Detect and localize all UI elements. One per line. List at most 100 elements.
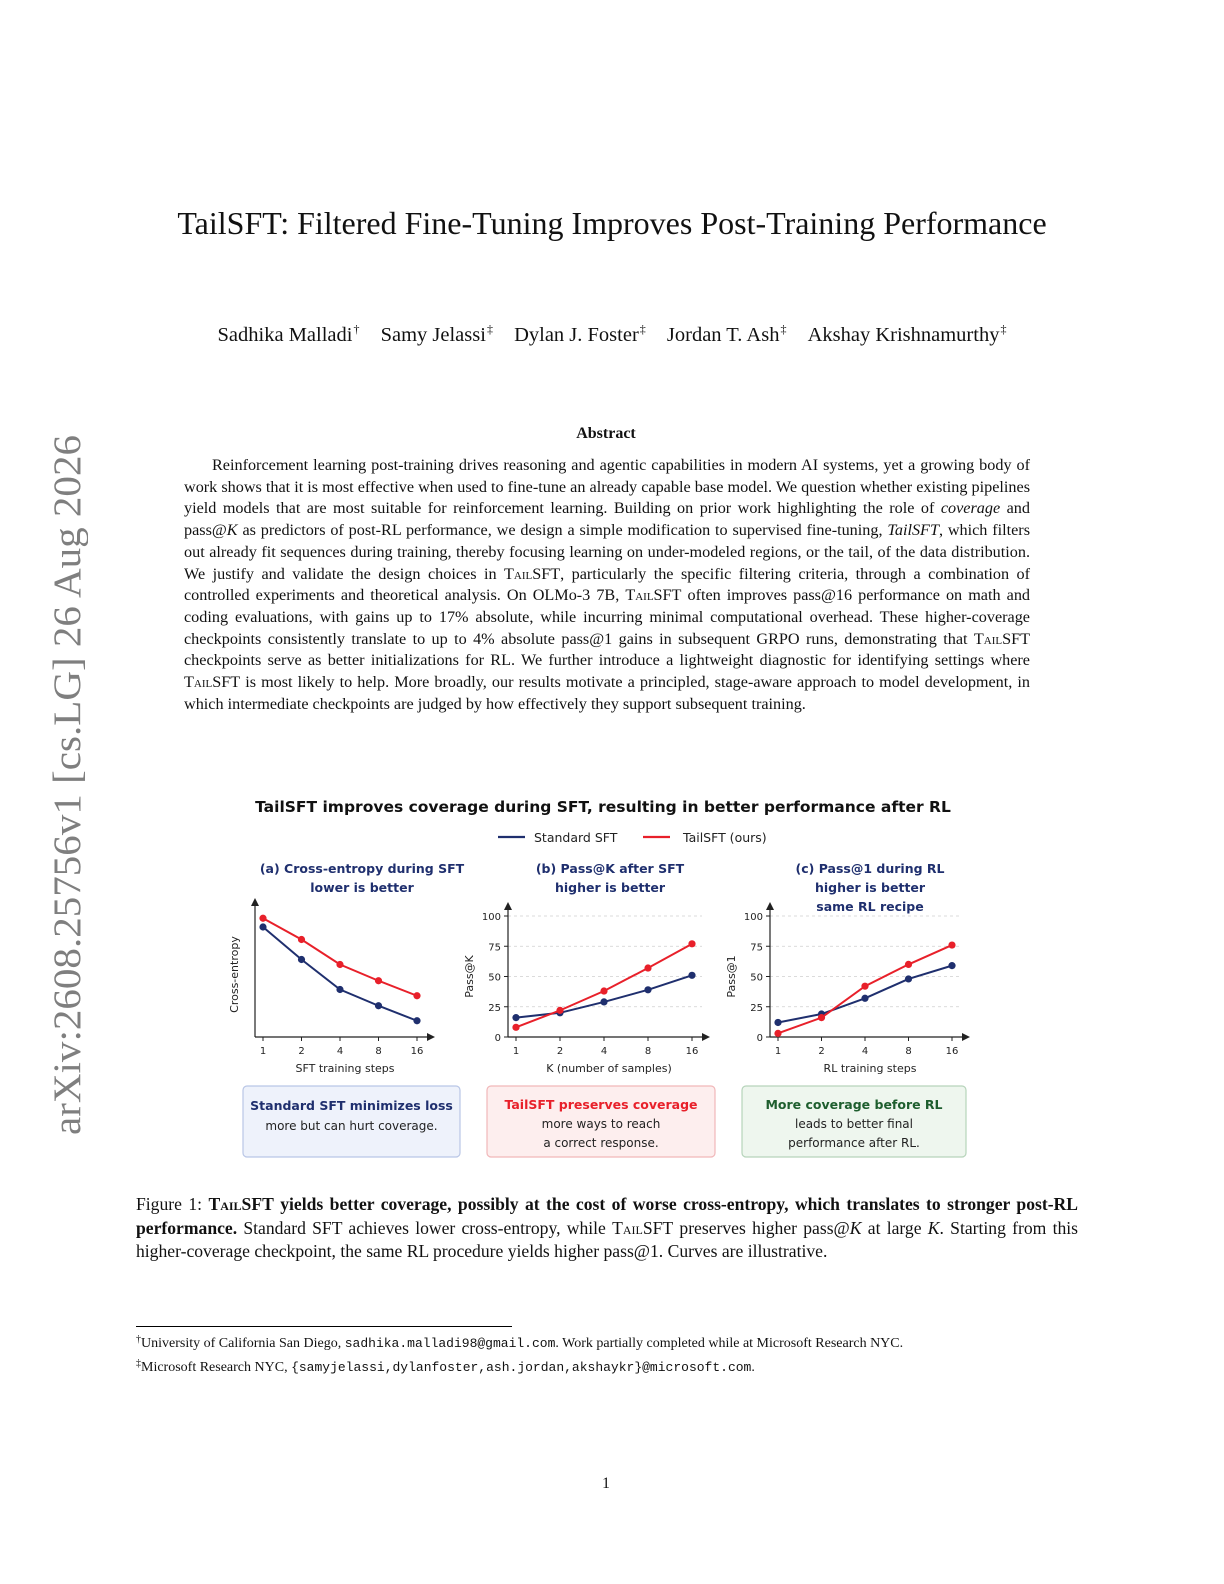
- x-tick-label: 2: [298, 1046, 304, 1057]
- author-name: Akshay Krishnamurthy: [807, 324, 1000, 346]
- footnote-1: †University of California San Diego, sad…: [136, 1330, 1096, 1354]
- x-axis-label: SFT training steps: [296, 1062, 395, 1075]
- data-point: [413, 992, 421, 1000]
- footnote-text: University of California San Diego,: [141, 1336, 345, 1351]
- author: Akshay Krishnamurthy‡: [807, 322, 1007, 346]
- x-axis-label: RL training steps: [824, 1062, 917, 1075]
- data-point: [644, 964, 652, 972]
- y-tick-label: 0: [495, 1033, 501, 1044]
- data-point: [556, 1006, 564, 1014]
- method-name: TailSFT: [887, 521, 939, 540]
- y-axis-arrow: [766, 902, 774, 910]
- data-point: [259, 914, 267, 922]
- y-tick-label: 0: [757, 1033, 763, 1044]
- x-axis-label: K (number of samples): [546, 1062, 672, 1075]
- data-point: [512, 1014, 520, 1022]
- data-point: [600, 998, 608, 1006]
- y-tick-label: 100: [482, 912, 501, 923]
- callout-heading: TailSFT preserves coverage: [504, 1097, 697, 1112]
- y-tick-label: 75: [488, 942, 501, 953]
- panel-title: (a) Cross-entropy during SFT: [260, 861, 465, 876]
- panel-subtitle: same RL recipe: [816, 899, 923, 914]
- series-line-standard-sft: [777, 964, 953, 1024]
- author-name: Samy Jelassi: [380, 324, 486, 346]
- chart-panel-2: (b) Pass@K after SFT higher is better 0 25 5…: [463, 861, 710, 1075]
- panel-subtitle: higher is better: [555, 880, 666, 895]
- panel-title: (c) Pass@1 during RL: [796, 861, 945, 876]
- data-point: [600, 987, 608, 995]
- x-tick-label: 8: [905, 1046, 911, 1057]
- y-tick-label: 50: [750, 973, 763, 984]
- abstract-text: Reinforcement learning post-training dri…: [184, 456, 1030, 518]
- data-point: [297, 935, 306, 944]
- x-tick-label: 8: [645, 1046, 651, 1057]
- abstract-text: , which filters out already fit sequence…: [184, 521, 1030, 583]
- abstract-text: and pass@: [184, 499, 1030, 540]
- data-point: [297, 955, 306, 964]
- caption-bold: TailSFT yields better coverage, possibly…: [136, 1194, 1078, 1238]
- chart-panel-1: (a) Cross-entropy during SFT lower is bet…: [228, 861, 465, 1075]
- abstract-text: checkpoints serve as better initializati…: [184, 651, 1030, 670]
- data-point: [512, 1023, 520, 1031]
- callout-box-2: TailSFT preserves coverage more ways to r…: [486, 1085, 716, 1158]
- data-point: [374, 977, 383, 985]
- affiliation-mark: ‡: [639, 322, 646, 336]
- method-name: TailSFT: [504, 564, 561, 583]
- method-name: TailSFT: [612, 1217, 674, 1238]
- data-point: [688, 971, 696, 979]
- callout-text: more ways to reach: [542, 1117, 661, 1131]
- x-tick-label: 1: [513, 1046, 519, 1057]
- y-axis-arrow: [251, 898, 259, 906]
- caption-label: Figure 1:: [136, 1194, 209, 1214]
- figure-caption: Figure 1: TailSFT yields better coverage…: [136, 1193, 1078, 1264]
- data-point: [336, 985, 344, 994]
- footnote-mark: ‡: [136, 1358, 141, 1369]
- callout-text: leads to better final: [795, 1117, 913, 1131]
- figure-1: TailSFT improves coverage during SFT, re…: [225, 790, 993, 1175]
- email-address: {samyjelassi,dylanfoster,ash.jordan,aksh…: [291, 1360, 752, 1375]
- data-point: [948, 941, 956, 949]
- data-point: [817, 1014, 826, 1022]
- author: Samy Jelassi‡: [380, 322, 493, 346]
- footnote-text: . Work partially completed while at Micr…: [555, 1336, 904, 1351]
- series-line-standard-sft: [515, 974, 693, 1019]
- method-name: TailSFT: [973, 629, 1030, 648]
- author: Sadhika Malladi†: [218, 322, 360, 346]
- method-name: TailSFT: [208, 1194, 274, 1214]
- method-name: TailSFT: [184, 673, 241, 692]
- callout-text: performance after RL.: [788, 1136, 920, 1150]
- footnotes: †University of California San Diego, sad…: [136, 1330, 1096, 1378]
- x-tick-label: 2: [818, 1046, 824, 1057]
- data-point: [644, 986, 652, 994]
- abstract-text: , particularly the specific filtering cr…: [184, 564, 1031, 605]
- data-point: [774, 1018, 782, 1027]
- callout-box-3: More coverage before RL leads to better f…: [741, 1085, 967, 1158]
- paper-title: TailSFT: Filtered Fine-Tuning Improves P…: [177, 205, 1047, 241]
- figure-legend: Standard SFT TailSFT (ours): [498, 830, 767, 845]
- panel-subtitle: lower is better: [310, 880, 414, 895]
- caption-text: Standard SFT achieves lower cross-entrop…: [237, 1217, 613, 1238]
- y-tick-label: 50: [488, 973, 501, 984]
- panel-subtitle: higher is better: [815, 880, 926, 895]
- figure-title: TailSFT improves coverage during SFT, re…: [255, 798, 951, 816]
- x-axis-arrow: [962, 1033, 970, 1041]
- author-list: Sadhika Malladi† Samy Jelassi‡ Dylan J. …: [0, 322, 1224, 347]
- abstract-text: as predictors of post-RL performance, we…: [237, 521, 888, 540]
- x-axis-arrow: [702, 1033, 710, 1041]
- data-point: [861, 994, 869, 1002]
- data-point: [774, 1029, 782, 1037]
- footnote-mark: †: [136, 1334, 141, 1345]
- data-point: [861, 982, 869, 990]
- callout-text: more but can hurt coverage.: [265, 1119, 437, 1133]
- affiliation-mark: ‡: [780, 322, 787, 336]
- x-tick-label: 16: [946, 1046, 959, 1057]
- data-point: [688, 940, 696, 948]
- chart-panel-3: (c) Pass@1 during RL higher is better same…: [725, 861, 970, 1075]
- footnote-rule: [136, 1326, 512, 1327]
- y-tick-label: 25: [488, 1003, 501, 1014]
- math-k: K: [927, 1217, 940, 1238]
- arxiv-sidebar-stamp: arXiv:2608.25756v1 [cs.LG] 26 Aug 2026: [46, 430, 88, 1135]
- data-point: [948, 962, 956, 970]
- math-k: K: [849, 1217, 862, 1238]
- abstract-body: Reinforcement learning post-training dri…: [184, 455, 1030, 715]
